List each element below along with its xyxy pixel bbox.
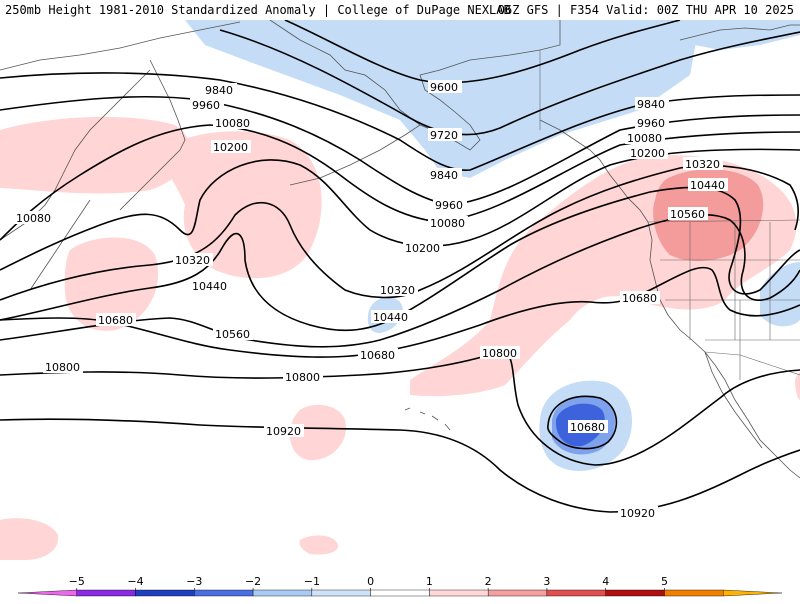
contour-label: 10320 <box>380 284 415 297</box>
contour-label: 9840 <box>430 169 458 182</box>
contour-10440 <box>0 186 800 332</box>
legend-tick-label: −2 <box>245 575 261 588</box>
contour-10200 <box>0 148 800 271</box>
arctic-coast <box>0 21 241 71</box>
contour-label: 10560 <box>215 328 250 341</box>
contour-label: 10440 <box>373 311 408 324</box>
legend-tick-label: 4 <box>602 575 609 588</box>
legend-swatch <box>605 589 665 597</box>
alaska-peninsula <box>289 124 421 186</box>
pos-anomaly-west-pacific <box>160 131 322 279</box>
contour-label: 10200 <box>213 141 248 154</box>
contour-label: 9600 <box>430 81 458 94</box>
legend-tick-label: −1 <box>304 575 320 588</box>
legend-swatch <box>76 589 136 597</box>
contour-label: 10800 <box>45 361 80 374</box>
kamchatka-coast <box>149 59 186 151</box>
legend-swatch <box>723 589 783 597</box>
legend-swatch <box>487 589 548 597</box>
contour-9600 <box>284 20 681 84</box>
northeast-canada-coast <box>679 24 800 41</box>
hawaii-islands <box>404 407 451 431</box>
legend-colorbar: −5 −4 −3 −2 −1 0 1 2 3 4 5 <box>17 575 783 597</box>
legend-swatch <box>664 589 724 597</box>
legend-tick-label: 1 <box>426 575 433 588</box>
pos-anomaly-central-pacific <box>290 404 346 461</box>
contour-label: 10440 <box>192 280 227 293</box>
height-anomaly-map: 9600 9720 9840 9840 9840 9960 9960 9960 … <box>0 20 800 572</box>
pos-anomaly-east-edge <box>795 372 800 400</box>
mexico-border <box>704 351 800 376</box>
legend-tick-label: 3 <box>543 575 550 588</box>
contour-label: 10920 <box>620 507 655 520</box>
legend-tick-label: −4 <box>127 575 143 588</box>
anomaly-color-legend: −5 −4 −3 −2 −1 0 1 2 3 4 5 <box>0 572 800 600</box>
contour-label: 10680 <box>98 314 133 327</box>
contour-10680-cutoff <box>547 395 618 450</box>
contour-label: 10680 <box>360 349 395 362</box>
contour-label: 10920 <box>266 425 301 438</box>
map-title: 250mb Height 1981-2010 Standardized Anom… <box>5 3 511 17</box>
contour-label: 9720 <box>430 129 458 142</box>
legend-tick-label: −3 <box>186 575 202 588</box>
legend-swatch <box>194 589 254 597</box>
contour-9720 <box>219 29 800 136</box>
contour-label: 10080 <box>16 212 51 225</box>
contour-label: 9960 <box>637 117 665 130</box>
contour-label: 10320 <box>685 158 720 171</box>
alaska-coast <box>269 20 561 151</box>
legend-swatch <box>252 589 313 597</box>
contour-label: 10200 <box>405 242 440 255</box>
contour-10560 <box>0 213 800 348</box>
legend-swatch <box>370 589 430 597</box>
contour-label: 9960 <box>435 199 463 212</box>
political-borders <box>539 50 800 380</box>
legend-swatch <box>17 589 77 597</box>
legend-tick-label: 2 <box>485 575 492 588</box>
legend-tick-label: 0 <box>367 575 374 588</box>
pos-anomaly-asia-west <box>0 116 190 194</box>
contour-label: 9840 <box>205 84 233 97</box>
contour-10920 <box>0 418 800 513</box>
legend-bar <box>17 589 783 597</box>
contour-label: 10680 <box>622 292 657 305</box>
contour-label: 10800 <box>285 371 320 384</box>
contour-label: 10680 <box>570 421 605 434</box>
contour-label: 10560 <box>670 208 705 221</box>
legend-swatch <box>311 589 371 597</box>
pos-anomaly-midlat-west <box>64 237 159 331</box>
legend-swatch <box>546 589 606 597</box>
contour-label: 10080 <box>430 217 465 230</box>
legend-swatch <box>429 589 489 597</box>
contour-label: 10440 <box>690 179 725 192</box>
contour-label: 9840 <box>637 98 665 111</box>
contour-label: 10320 <box>175 254 210 267</box>
pos-anomaly-tropics-left <box>0 518 59 560</box>
contour-10680-north <box>0 266 800 358</box>
legend-tick-label: −5 <box>69 575 85 588</box>
legend-swatch <box>135 589 195 597</box>
contour-label: 10200 <box>630 147 665 160</box>
run-valid-time: 06Z GFS | F354 Valid: 00Z THU APR 10 202… <box>497 3 794 17</box>
header-bar: 250mb Height 1981-2010 Standardized Anom… <box>0 0 800 20</box>
neg-anomaly-gulf-alaska <box>185 20 700 178</box>
legend-tick-label: 5 <box>661 575 668 588</box>
us-canada-border <box>647 219 800 223</box>
neg-anomaly-bering <box>690 20 800 50</box>
us-state-lines <box>660 222 800 380</box>
contour-label: 10080 <box>627 132 662 145</box>
baja-coast <box>704 351 763 449</box>
contour-label: 10800 <box>482 347 517 360</box>
contour-label: 9960 <box>192 99 220 112</box>
kuril-islands <box>119 149 181 211</box>
contour-label: 10080 <box>215 117 250 130</box>
japan-coast <box>29 199 91 291</box>
contour-labels: 9600 9720 9840 9840 9840 9960 9960 9960 … <box>14 80 728 520</box>
pos-anomaly-tropics-mid <box>299 535 339 555</box>
